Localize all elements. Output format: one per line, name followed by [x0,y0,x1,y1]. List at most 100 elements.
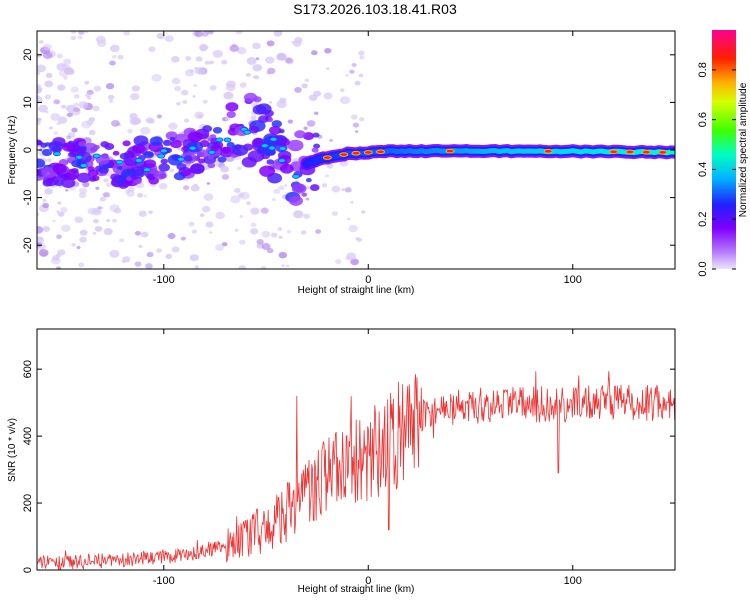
spectrogram-noise-blob [171,77,181,85]
spectrogram-noise-blob [225,116,231,121]
spectrogram-energy-blob [309,184,320,191]
snr-panel: -100 0 100 0 200 400 600 Height of straight li… [7,328,676,595]
spectrogram-energy-blob [198,158,206,164]
spectrogram-noise-blob [278,235,283,239]
spectrogram-noise-blob [44,80,54,88]
spectrogram-noise-blob [204,60,210,65]
spectrogram-noise-blob [109,60,116,66]
spectrogram-noise-blob [84,80,90,85]
spectrogram-noise-blob [113,207,122,214]
spectrogram-peak [609,149,619,155]
spectrogram-noise-blob [96,39,107,47]
spectrogram-noise-blob [323,92,333,100]
spectrogram-noise-blob [140,231,149,238]
spectrogram-noise-blob [167,232,176,240]
spectrogram-noise-blob [350,258,359,266]
spectrogram-energy-blob [197,149,210,158]
spectrogram-noise-blob [303,213,311,219]
spectrogram-y-title: Frequency (Hz) [7,116,18,185]
spectrogram-noise-blob [73,102,79,107]
spectrogram-hot-spot [260,143,269,149]
spectrogram-noise-blob [37,236,45,244]
spectrogram-hot-spot [177,156,185,162]
spectrogram-energy-blob [313,143,321,149]
spectrogram-energy-blob [37,169,42,175]
spectrogram-noise-blob [45,72,53,78]
spectrogram-noise-blob [261,230,271,238]
spectrogram-hot-spot [92,153,101,159]
snr-ticks: -100 0 100 0 200 400 600 [22,329,675,587]
spectrogram-energy-blob [269,125,282,135]
spectrogram-noise-blob [176,101,181,106]
spectrogram-noise-blob [37,88,42,94]
spectrogram-noise-blob [56,63,67,71]
spectrogram-noise-blob [148,210,153,214]
spectrogram-x-tick-label: 0 [365,274,371,286]
spectrogram-noise-blob [273,188,281,194]
spectrogram-noise-blob [134,230,142,236]
spectrogram-energy-blob [225,102,239,112]
spectrogram-hot-spot [223,137,232,143]
spectrogram-noise-blob [117,54,124,60]
spectrogram-noise-blob [45,110,49,114]
spectrogram-noise-blob [58,116,68,124]
spectrogram-noise-blob [194,265,199,269]
colorbar-ticks: 0.0 0.2 0.4 0.6 0.8 [697,62,736,277]
spectrogram-noise-blob [287,119,293,124]
spectrogram-noise-blob [56,53,63,59]
spectrogram-noise-blob [71,243,76,247]
spectrogram-noise-blob [209,60,215,65]
spectrogram-noise-blob [235,31,243,35]
snr-y-tick-label: 200 [22,494,34,512]
spectrogram-noise-blob [52,255,60,261]
spectrogram-noise-blob [37,71,41,76]
spectrogram-hot-spot [79,163,88,168]
spectrogram-noise-blob [84,93,91,98]
spectrogram-noise-blob [85,31,89,34]
spectrogram-peak [376,149,386,155]
spectrogram-energy-blob [87,166,95,172]
spectrogram-noise-blob [42,198,47,202]
spectrogram-energy-blob [66,144,79,153]
spectrogram-noise-blob [358,73,364,78]
spectrogram-noise-blob [305,197,310,201]
spectrogram-noise-blob [220,165,229,173]
spectrogram-noise-blob [209,85,217,91]
colorbar-tick-label: 0.0 [697,261,709,276]
spectrogram-hot-spot [143,167,151,173]
spectrogram-noise-blob [202,99,208,104]
spectrogram-peak [625,149,635,155]
spectrogram-noise-blob [53,131,59,135]
spectrogram-hot-spot [53,151,61,157]
spectrogram-noise-blob [76,245,81,250]
spectrogram-noise-blob [57,249,66,256]
spectrogram-noise-blob [61,224,71,232]
spectrogram-noise-blob [48,126,53,130]
colorbar-tick-label: 0.8 [697,62,709,77]
spectrogram-noise-blob [341,188,346,191]
spectrogram-noise-blob [37,119,41,126]
spectrogram-energy-blob [76,172,91,183]
spectrogram-noise-blob [131,85,140,92]
spectrogram-noise-blob [181,89,189,96]
colorbar-tick-label: 0.2 [697,212,709,227]
spectrogram-noise-blob [129,117,140,126]
spectrogram-noise-blob [236,166,242,171]
spectrogram-noise-blob [60,207,68,213]
spectrogram-noise-blob [70,86,79,93]
spectrogram-noise-blob [171,246,180,253]
spectrogram-energy-blob [243,92,258,103]
spectrogram-noise-blob [261,243,271,250]
spectrogram-noise-blob [111,218,117,223]
spectrogram-noise-blob [246,201,251,205]
spectrogram-noise-blob [74,216,84,224]
spectrogram-energy-blob [294,130,306,139]
spectrogram-energy-blob [169,136,176,142]
spectrogram-noise-blob [190,184,200,192]
spectrogram-noise-blob [143,194,147,198]
spectrogram-noise-blob [46,158,52,163]
spectrogram-energy-blob [183,155,193,162]
snr-line [37,371,675,570]
spectrogram-energy-blob [288,195,303,206]
spectrogram-noise-blob [340,96,351,105]
